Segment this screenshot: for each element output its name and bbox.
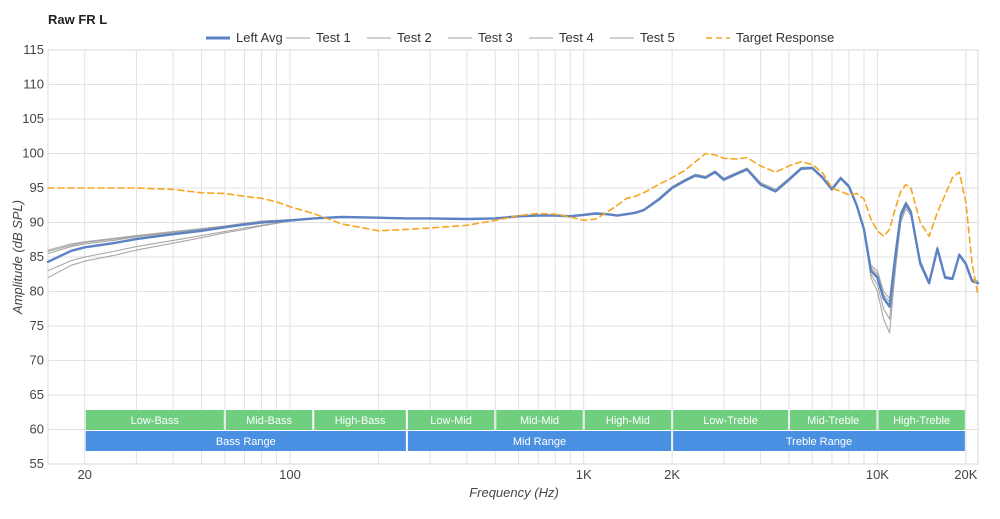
x-tick-label: 20 — [77, 467, 91, 482]
y-tick-label: 115 — [23, 42, 44, 57]
range-band-label: Treble Range — [786, 436, 852, 448]
sub-band — [314, 410, 406, 430]
y-axis-ticks: 55 60 65 70 75 80 85 90 95 100 105 110 115 — [22, 42, 44, 471]
x-axis-label: Frequency (Hz) — [469, 485, 559, 500]
x-tick-label: 1K — [576, 467, 592, 482]
frequency-bands: Low-Bass Mid-Bass High-Bass Low-Mid Mid-Mid H… — [85, 410, 965, 451]
y-axis-label: Amplitude (dB SPL) — [10, 200, 25, 315]
sub-band — [407, 410, 495, 430]
legend-label: Test 1 — [316, 30, 351, 45]
sub-band — [85, 410, 224, 430]
sub-band-label: Mid-Treble — [807, 415, 859, 427]
sub-band-label: High-Mid — [606, 415, 650, 427]
legend-label: Test 4 — [559, 30, 594, 45]
y-tick-label: 90 — [30, 215, 44, 230]
sub-band — [225, 410, 313, 430]
x-axis-ticks: 20 100 1K 2K 10K 20K — [77, 467, 977, 482]
plot-border — [47, 49, 979, 465]
sub-band-label: High-Bass — [335, 415, 386, 427]
legend-label: Test 5 — [640, 30, 675, 45]
x-tick-label: 10K — [866, 467, 889, 482]
y-tick-label: 110 — [23, 77, 44, 92]
y-tick-label: 105 — [22, 111, 44, 126]
y-tick-label: 100 — [22, 146, 44, 161]
y-tick-label: 70 — [30, 353, 44, 368]
series-line-target-response — [47, 152, 979, 296]
sub-band-label: Low-Mid — [430, 415, 472, 427]
series-line-test-5 — [47, 167, 979, 306]
sub-band — [790, 410, 877, 430]
series-line-test-1 — [47, 166, 979, 334]
legend: Left Avg Test 1 Test 2 Test 3 Test 4 Test 5 Ta… — [206, 30, 834, 45]
legend-label: Test 2 — [397, 30, 432, 45]
y-tick-label: 95 — [30, 180, 44, 195]
legend-label: Test 3 — [478, 30, 513, 45]
sub-band-label: Mid-Mid — [520, 415, 559, 427]
sub-band-label: Low-Treble — [703, 415, 758, 427]
sub-band — [584, 410, 672, 430]
sub-band-label: Low-Bass — [131, 415, 180, 427]
x-tick-label: 100 — [279, 467, 301, 482]
x-tick-label: 2K — [664, 467, 680, 482]
series-line-left-avg — [46, 166, 980, 308]
grid — [47, 49, 979, 465]
y-tick-label: 55 — [30, 456, 44, 471]
range-band — [85, 431, 406, 451]
sub-band — [496, 410, 583, 430]
sub-band — [673, 410, 789, 430]
y-tick-label: 75 — [30, 318, 44, 333]
chart-title: Raw FR L — [48, 12, 107, 27]
sub-band-label: High-Treble — [893, 415, 950, 427]
sub-band-label: Mid-Bass — [246, 415, 292, 427]
y-tick-label: 85 — [30, 249, 44, 264]
range-band — [407, 431, 672, 451]
range-band-label: Bass Range — [216, 436, 276, 448]
legend-label: Left Avg — [236, 30, 283, 45]
x-tick-label: 20K — [954, 467, 977, 482]
legend-label: Target Response — [736, 30, 834, 45]
range-band-label: Mid Range — [513, 436, 566, 448]
y-tick-label: 65 — [30, 387, 44, 402]
y-tick-label: 60 — [30, 422, 44, 437]
y-tick-label: 80 — [30, 284, 44, 299]
series-lines — [46, 152, 980, 334]
range-band — [673, 431, 965, 451]
sub-band — [878, 410, 965, 430]
